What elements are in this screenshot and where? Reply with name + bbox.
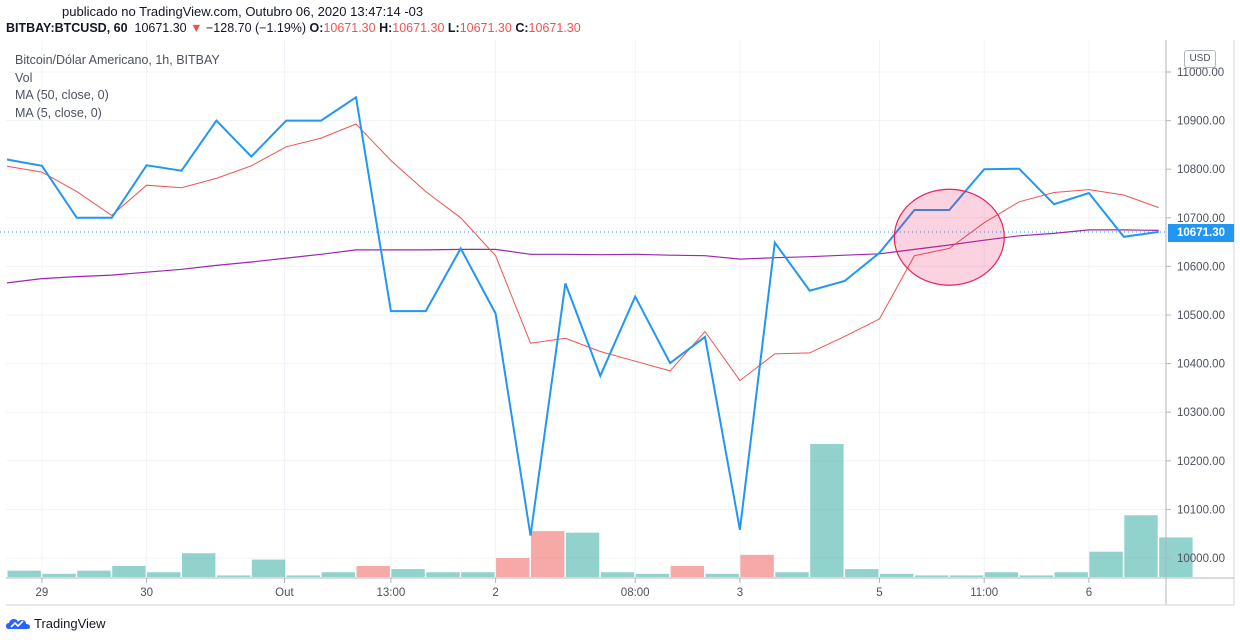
price-tick-label: 10600.00 bbox=[1177, 261, 1225, 273]
tradingview-logo[interactable]: TradingView bbox=[6, 616, 106, 631]
legend-ma5[interactable]: MA (5, close, 0) bbox=[15, 105, 102, 120]
legend-vol[interactable]: Vol bbox=[15, 70, 33, 85]
volume-bar bbox=[775, 572, 809, 577]
volume-bar bbox=[1159, 537, 1193, 577]
volume-bar bbox=[7, 570, 41, 577]
time-tick-label: 08:00 bbox=[621, 587, 650, 599]
close-value: 10671.30 bbox=[528, 21, 581, 35]
volume-bar bbox=[1089, 551, 1123, 577]
price-tick-label: 10000.00 bbox=[1177, 553, 1225, 565]
highlight-ellipse bbox=[893, 188, 1005, 286]
volume-bar bbox=[914, 575, 949, 577]
volume-bar bbox=[635, 573, 670, 577]
published-note: publicado no TradingView.com, Outubro 06… bbox=[62, 4, 424, 19]
volume-bar bbox=[531, 531, 565, 577]
time-tick-label: 30 bbox=[140, 587, 153, 599]
ma50-line bbox=[6, 229, 1159, 284]
volume-bar bbox=[251, 559, 286, 577]
open-value: 10671.30 bbox=[323, 21, 376, 35]
volume-bar bbox=[147, 572, 181, 577]
volume-bar bbox=[286, 575, 321, 577]
price-tick-label: 10800.00 bbox=[1177, 164, 1225, 176]
high-label: H: bbox=[379, 21, 393, 35]
price-line bbox=[6, 95, 1159, 536]
price-tick-label: 10300.00 bbox=[1177, 407, 1225, 419]
high-value: 10671.30 bbox=[392, 21, 445, 35]
price-axis[interactable]: 10000.00 10100.00 10200.00 10300.00 10400.00… bbox=[1166, 67, 1225, 565]
time-tick-label: 5 bbox=[876, 587, 882, 599]
ohlc-header: BITBAY:BTCUSD, 60 10671.30 ▼ −128.70 (−1… bbox=[6, 21, 581, 35]
volume-bar bbox=[461, 572, 495, 577]
volume-bar bbox=[216, 575, 251, 577]
volume-bar bbox=[496, 558, 530, 577]
volume-bar bbox=[880, 573, 914, 577]
tradingview-brand: TradingView bbox=[34, 616, 106, 631]
volume-bar bbox=[565, 532, 600, 577]
price-tick-label: 11000.00 bbox=[1177, 67, 1224, 79]
close-label: C: bbox=[515, 21, 529, 35]
volume-bar bbox=[42, 573, 76, 577]
grid bbox=[6, 40, 1166, 578]
tradingview-cloud-icon bbox=[6, 618, 30, 629]
price-tick-label: 10700.00 bbox=[1177, 213, 1225, 225]
volume-bar bbox=[77, 570, 111, 577]
volume-bar bbox=[112, 565, 146, 577]
legend-title: Bitcoin/Dólar Americano, 1h, BITBAY bbox=[15, 53, 220, 67]
currency-button[interactable]: USD bbox=[1184, 50, 1216, 68]
price-tick-label: 10900.00 bbox=[1177, 116, 1225, 128]
change-value: −128.70 (−1.19%) bbox=[205, 21, 307, 35]
time-tick-label: 6 bbox=[1086, 587, 1092, 599]
volume-bars bbox=[7, 444, 1193, 577]
legend: Bitcoin/Dólar Americano, 1h, BITBAY Vol … bbox=[15, 52, 220, 122]
volume-bar bbox=[949, 575, 984, 577]
volume-bar bbox=[1124, 515, 1158, 577]
volume-bar bbox=[182, 553, 216, 577]
time-tick-label: 13:00 bbox=[377, 587, 406, 599]
volume-bar bbox=[670, 565, 704, 577]
volume-bar bbox=[1019, 575, 1053, 577]
volume-bar bbox=[426, 572, 460, 577]
price-tick-label: 10200.00 bbox=[1177, 456, 1225, 468]
volume-bar bbox=[845, 569, 879, 577]
volume-bar bbox=[740, 554, 774, 577]
time-tick-label: 2 bbox=[492, 587, 498, 599]
ma5-line bbox=[6, 123, 1159, 382]
legend-ma50[interactable]: MA (50, close, 0) bbox=[15, 88, 109, 102]
down-arrow-icon: ▼ bbox=[190, 21, 203, 35]
price-tick-label: 10400.00 bbox=[1177, 359, 1225, 371]
volume-bar bbox=[984, 572, 1019, 577]
low-value: 10671.30 bbox=[459, 21, 512, 35]
volume-bar bbox=[1054, 572, 1088, 577]
time-tick-label: 11:00 bbox=[970, 587, 998, 599]
volume-bar bbox=[600, 572, 635, 577]
highlight-circle bbox=[893, 188, 1005, 286]
time-tick-label: Out bbox=[275, 587, 294, 599]
time-tick-label: 3 bbox=[737, 587, 743, 599]
low-label: L: bbox=[447, 21, 460, 35]
last-price-tag: 10671.30 bbox=[1168, 224, 1234, 242]
price-tick-label: 10100.00 bbox=[1177, 504, 1225, 516]
series-lines bbox=[6, 95, 1159, 536]
volume-bar bbox=[391, 569, 425, 577]
volume-bar bbox=[356, 565, 390, 577]
open-label: O: bbox=[309, 21, 324, 35]
volume-bar bbox=[321, 572, 355, 577]
price-tick-label: 10500.00 bbox=[1177, 310, 1225, 322]
time-tick-label: 29 bbox=[36, 587, 49, 599]
volume-bar bbox=[810, 444, 844, 577]
volume-bar bbox=[705, 573, 739, 577]
last-price: 10671.30 bbox=[134, 21, 187, 35]
time-axis[interactable]: 29 30 Out 13:00 2 08:00 3 5 11:00 6 bbox=[36, 578, 1093, 599]
symbol-label: BITBAY:BTCUSD, 60 bbox=[6, 21, 128, 35]
